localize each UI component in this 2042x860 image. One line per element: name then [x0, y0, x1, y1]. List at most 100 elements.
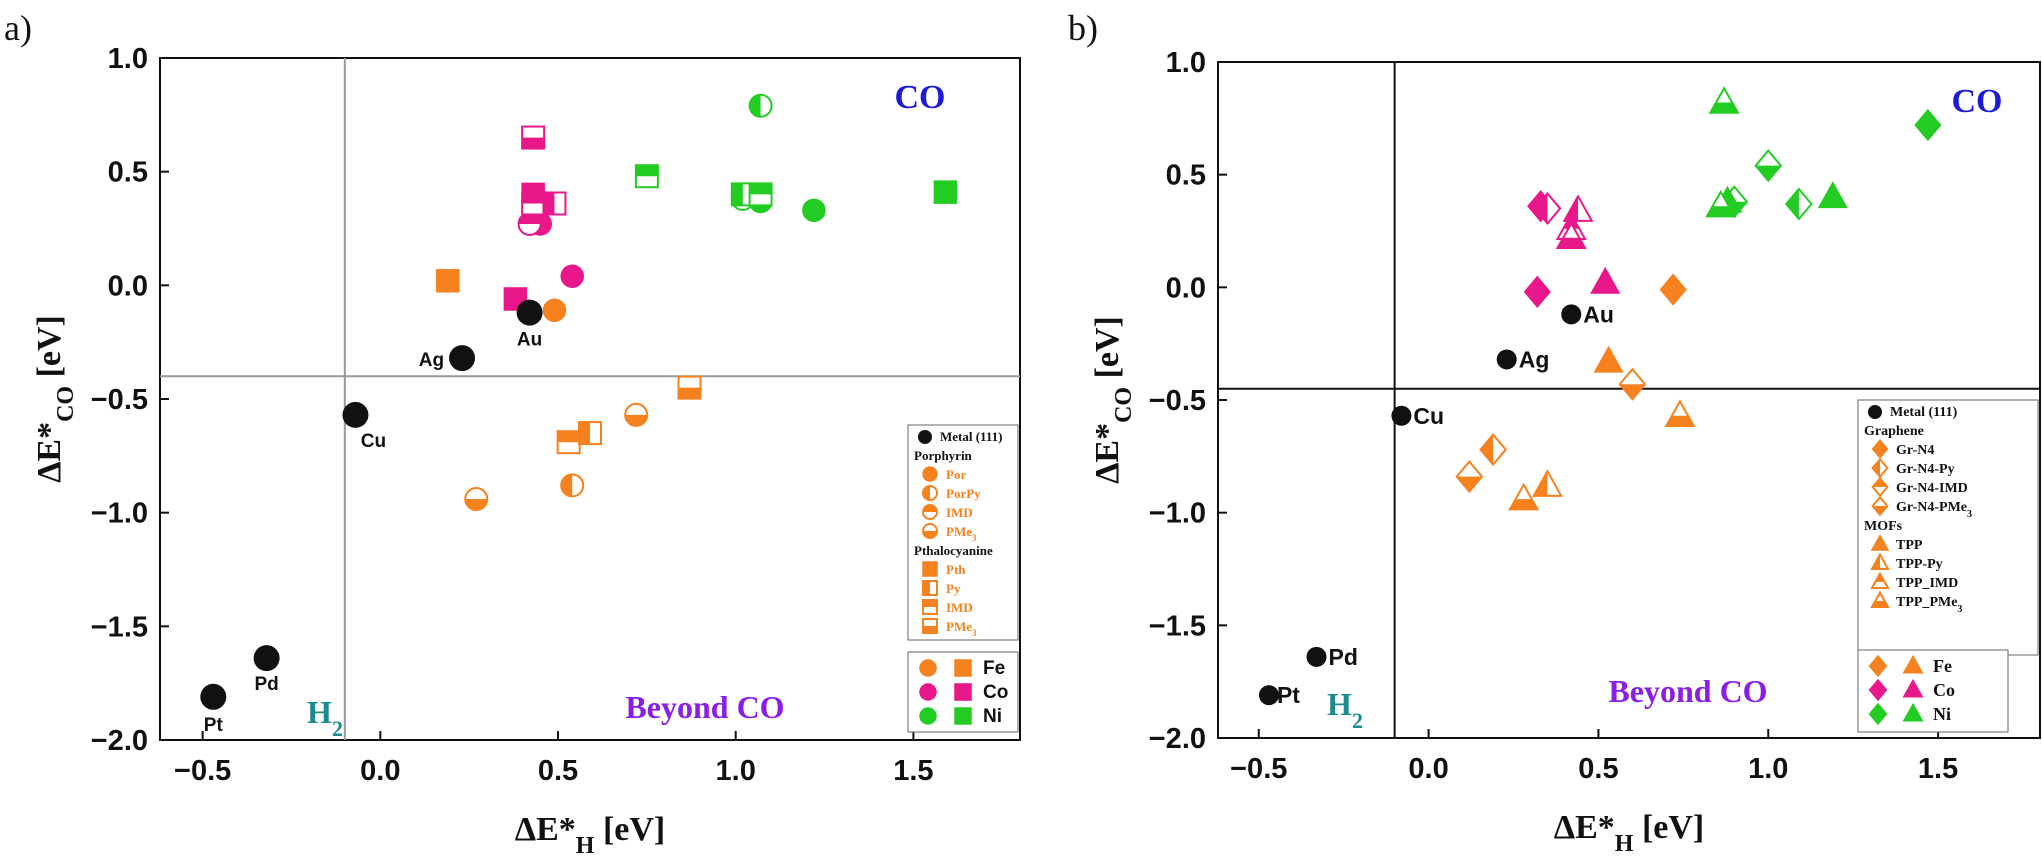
legend-entry-label: PMe3 — [946, 524, 977, 543]
legend-entry-label: Py — [946, 581, 961, 596]
metal-label-pd: Pd — [1329, 644, 1358, 670]
y-axis-label: ΔE*CO [eV] — [1089, 316, 1137, 484]
metal-point-au — [516, 299, 543, 326]
metal-label-pt: Pt — [204, 715, 224, 736]
x-tick-label: 1.5 — [1918, 753, 1958, 785]
data-point-fe-circle — [624, 402, 649, 427]
legend-entry-label: IMD — [946, 505, 973, 520]
data-point-co-square — [542, 191, 567, 216]
metal-label-pt: Pt — [1277, 682, 1300, 708]
legend-triangle-icon — [1870, 571, 1890, 589]
x-tick-label: −0.5 — [174, 755, 231, 787]
legend-circle-icon — [922, 504, 938, 520]
data-point-co-diamond — [1533, 191, 1562, 226]
legend-key-label: Co — [1933, 680, 1955, 700]
y-tick-label: 1.0 — [108, 43, 148, 75]
legend-box: Metal (111)PorphyrinPorPorPyIMDPMe3Pthal… — [907, 424, 1019, 641]
data-point-co-diamond — [1523, 275, 1551, 309]
x-tick-label: −0.5 — [1230, 753, 1287, 785]
y-tick-label: 0.5 — [1166, 160, 1206, 192]
data-point-fe-square — [436, 269, 460, 293]
metal-point-au — [1561, 304, 1582, 325]
data-point-ni-diamond — [1914, 108, 1942, 142]
legend-circle-icon — [922, 485, 938, 501]
legend-key-triangle-icon — [1902, 654, 1924, 674]
data-point-fe-diamond — [1479, 433, 1508, 467]
legend-key-triangle-icon — [1902, 678, 1924, 698]
legend-key-triangle-icon — [1902, 702, 1924, 722]
legend-group-title: Porphyrin — [914, 448, 973, 463]
legend-circle-icon — [922, 466, 938, 482]
x-tick-label: 0.0 — [360, 755, 400, 787]
region-label-h2: H2 — [307, 694, 343, 741]
legend-metal-label: Metal (111) — [940, 429, 1002, 444]
region-label-beyond-co: Beyond CO — [625, 689, 784, 725]
data-point-ni-circle — [748, 93, 773, 118]
data-point-ni-square — [730, 182, 755, 207]
data-point-co-square — [521, 125, 546, 150]
metal-point-ag — [1496, 349, 1517, 370]
y-tick-label: −1.0 — [1149, 498, 1206, 530]
scatter-panel-b: b) −0.5 0.0 0.5 1.0 1.5 1.0 0.5 0.0 −0.5 −1.0 −1.5 −… — [1068, 8, 2041, 857]
data-point-fe-diamond — [1455, 460, 1484, 494]
legend-key-diamond-icon — [1868, 654, 1888, 678]
legend-entry-label: PorPy — [946, 486, 981, 501]
data-point-fe-triangle — [1531, 469, 1563, 497]
metal-point-pd — [1306, 646, 1327, 667]
metal-label-cu: Cu — [361, 431, 386, 452]
legend-square-icon — [922, 618, 938, 634]
x-tick-label: 1.0 — [1748, 753, 1788, 785]
panel-label: b) — [1068, 8, 1098, 48]
data-point-ni-diamond — [1784, 187, 1813, 221]
metal-label-ag: Ag — [419, 350, 444, 371]
data-point-ni-square — [634, 164, 659, 189]
metal-point-pt — [200, 683, 227, 710]
data-point-ni-triangle — [1705, 189, 1737, 218]
data-point-ni-circle — [802, 198, 826, 223]
y-tick-label: −2.0 — [91, 725, 148, 757]
legend-circle-icon — [922, 523, 938, 539]
data-point-ni-square — [748, 182, 773, 207]
y-tick-label: −0.5 — [1149, 385, 1206, 417]
metal-point-pt — [1258, 685, 1279, 706]
legend-metal-icon — [1868, 405, 1882, 419]
panel-label: a) — [4, 8, 32, 48]
metal-point-pd — [253, 645, 280, 672]
legend-group-title: Graphene — [1864, 424, 1924, 439]
metal-label-ag: Ag — [1519, 346, 1550, 372]
data-point-fe-triangle — [1593, 345, 1624, 373]
x-tick-label: 1.5 — [893, 755, 933, 787]
data-point-fe-diamond — [1618, 367, 1647, 401]
legend-key-square-icon — [954, 707, 972, 725]
legend-square-icon — [922, 561, 938, 577]
legend-box: Metal (111) Graphene Gr-N4 Gr-N4-Py Gr-N4-IM… — [1857, 399, 2039, 656]
data-point-fe-square — [556, 430, 581, 455]
data-point-co-circle — [517, 211, 542, 236]
legend-diamond-icon — [1871, 495, 1889, 517]
data-point-fe-circle — [542, 298, 567, 323]
legend-metal-key: Fe Co Ni — [1857, 649, 2009, 733]
y-tick-label: −1.5 — [91, 611, 148, 643]
legend-entry-label: TPP_PMe3 — [1896, 595, 1962, 615]
metal-label-cu: Cu — [1413, 403, 1444, 429]
legend-metal-key: Fe Co Ni — [907, 651, 1019, 733]
region-label-co: CO — [1952, 83, 2003, 120]
y-tick-label: 0.5 — [108, 157, 148, 189]
legend-entry-label: TPP — [1896, 538, 1923, 553]
legend-entry-label: Pth — [946, 562, 966, 577]
legend-key-diamond-icon — [1868, 678, 1888, 702]
data-point-co-triangle — [1555, 221, 1587, 249]
legend-key-circle-icon — [919, 659, 937, 677]
data-point-ni-diamond — [1754, 149, 1783, 183]
data-point-ni-square — [933, 180, 958, 204]
metal-label-au: Au — [1583, 301, 1614, 327]
y-tick-label: −2.0 — [1149, 723, 1206, 755]
legend-key-label: Ni — [983, 706, 1002, 727]
legend-triangle-icon — [1870, 552, 1890, 570]
metal-point-ag — [449, 345, 476, 372]
data-point-fe-triangle — [1664, 399, 1696, 427]
data-point-fe-square — [677, 375, 702, 400]
legend-key-diamond-icon — [1868, 702, 1888, 726]
legend-entry-label: Gr-N4-IMD — [1896, 481, 1968, 496]
